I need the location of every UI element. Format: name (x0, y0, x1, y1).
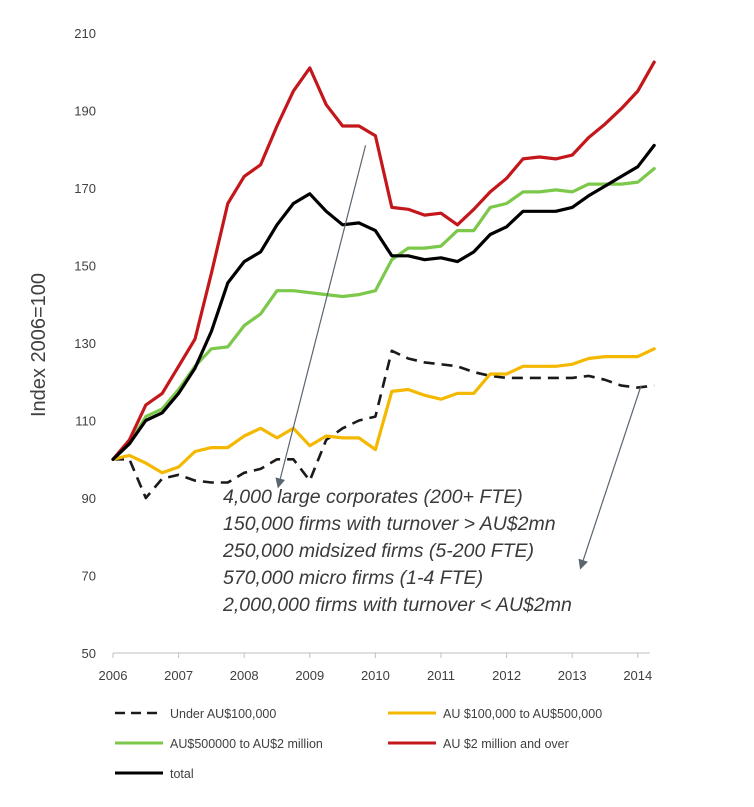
y-tick-label: 150 (74, 259, 96, 274)
series-line-4 (111, 60, 656, 461)
annotation-arrows (275, 145, 642, 570)
x-tick-label: 2008 (230, 668, 259, 683)
series-lines (111, 60, 656, 500)
x-tick-label: 2010 (361, 668, 390, 683)
x-tick-label: 2014 (623, 668, 652, 683)
annotation-arrow (275, 145, 367, 489)
y-tick-label: 50 (82, 646, 96, 661)
series-line-1 (113, 349, 655, 500)
y-axis-label: Index 2006=100 (28, 273, 50, 417)
annotations: 4,000 large corporates (200+ FTE) 150,000… (222, 486, 572, 616)
legend-label: AU$500000 to AU$2 million (170, 737, 323, 751)
y-tick-label: 190 (74, 104, 96, 119)
y-tick-label: 210 (74, 26, 96, 41)
annotation-arrow (578, 385, 642, 570)
annotation-text: 4,000 large corporates (200+ FTE) (223, 486, 523, 508)
x-tick-label: 2013 (558, 668, 587, 683)
y-tick-label: 90 (82, 491, 96, 506)
annotation-text: 570,000 micro firms (1-4 FTE) (223, 567, 483, 589)
y-tick-label: 170 (74, 181, 96, 196)
series-line-3 (111, 167, 656, 461)
y-tick-label: 110 (75, 414, 96, 429)
series-line-2 (111, 347, 656, 475)
legend: Under AU$100,000 AU $100,000 to AU$500,00… (115, 707, 602, 781)
annotation-text: 2,000,000 firms with turnover < AU$2mn (222, 594, 572, 616)
series-line-5 (111, 143, 656, 461)
legend-label: AU $100,000 to AU$500,000 (443, 707, 602, 721)
legend-label: Under AU$100,000 (170, 707, 276, 721)
x-tick-label: 2011 (427, 668, 455, 683)
x-tick-label: 2006 (99, 668, 128, 683)
y-tick-label: 70 (82, 569, 96, 584)
x-tick-label: 2007 (164, 668, 193, 683)
annotation-text: 150,000 firms with turnover > AU$2mn (223, 513, 556, 535)
y-tick-label: 130 (74, 336, 96, 351)
legend-label: total (170, 767, 194, 781)
x-tick-label: 2009 (295, 668, 324, 683)
y-tick-labels: 50 70 90 110 130 150 170 190 210 (74, 26, 96, 661)
legend-label: AU $2 million and over (443, 737, 569, 751)
x-tick-labels: 2006 2007 2008 2009 2010 2011 2012 2013 2014 (99, 653, 652, 683)
annotation-text: 250,000 midsized firms (5-200 FTE) (222, 540, 534, 562)
x-tick-label: 2012 (492, 668, 521, 683)
